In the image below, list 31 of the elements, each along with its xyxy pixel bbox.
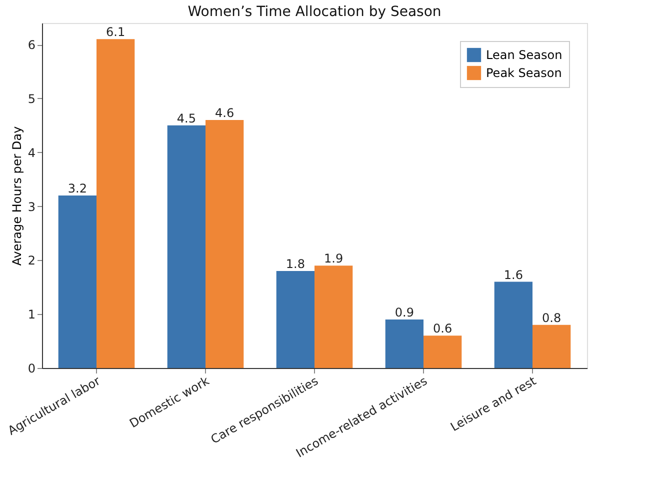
y-tick-label: 1 (28, 308, 36, 322)
data-label: 0.6 (433, 322, 452, 336)
data-label: 1.9 (324, 252, 344, 266)
data-label: 0.9 (394, 305, 414, 320)
legend-label: Lean Season (486, 48, 562, 62)
data-label: 1.8 (286, 256, 305, 271)
y-tick-label: 3 (28, 200, 36, 214)
legend-label: Peak Season (486, 66, 562, 80)
y-tick-label: 2 (28, 254, 36, 268)
y-tick-label: 6 (28, 38, 36, 52)
bar (167, 125, 206, 368)
bar (494, 282, 532, 368)
bar (424, 336, 462, 368)
y-tick-label: 4 (28, 146, 36, 160)
data-label: 6.1 (106, 25, 126, 40)
bar (385, 319, 424, 368)
bar (276, 270, 314, 368)
data-label: 3.2 (68, 182, 87, 196)
data-label: 4.5 (176, 111, 196, 126)
y-tick-label: 5 (28, 92, 36, 106)
bar (58, 196, 96, 368)
data-label: 4.6 (215, 106, 234, 120)
bar (314, 266, 353, 368)
y-axis-title: Average Hours per Day (10, 126, 24, 266)
data-label: 1.6 (504, 268, 523, 282)
data-label: 0.8 (542, 310, 562, 325)
bar (206, 120, 244, 368)
bar (532, 324, 571, 368)
bar (96, 39, 135, 368)
y-tick-label: 0 (28, 362, 36, 376)
chart-title: Women’s Time Allocation by Season (188, 4, 442, 20)
